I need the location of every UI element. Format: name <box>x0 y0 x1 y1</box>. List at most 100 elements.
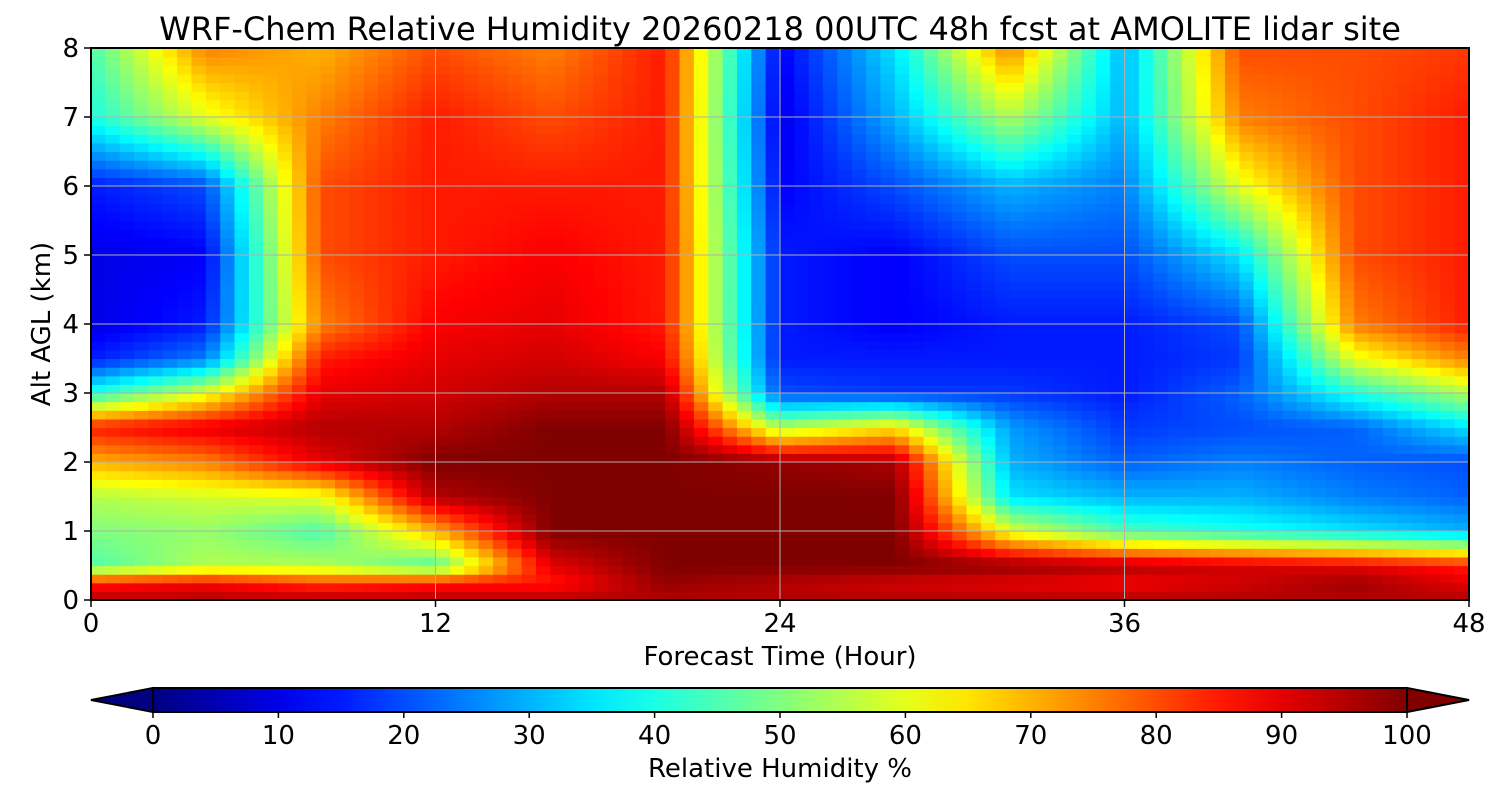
heatmap-cell <box>191 393 207 403</box>
heatmap-cell <box>378 462 394 472</box>
heatmap-cell <box>277 289 293 299</box>
heatmap-cell <box>119 582 135 592</box>
heatmap-cell <box>148 401 164 411</box>
heatmap-cell <box>665 462 681 472</box>
heatmap-cell <box>851 436 867 446</box>
heatmap-cell <box>736 186 752 196</box>
heatmap-cell <box>234 211 250 222</box>
heatmap-cell <box>923 177 939 187</box>
heatmap-cell <box>665 384 681 394</box>
heatmap-cell <box>507 539 523 549</box>
heatmap-cell <box>1425 280 1441 291</box>
heatmap-cell <box>708 289 724 299</box>
heatmap-cell <box>1024 237 1039 247</box>
heatmap-cell <box>134 280 150 291</box>
heatmap-cell <box>837 298 853 308</box>
heatmap-cell <box>105 470 121 480</box>
heatmap-cell <box>148 272 164 282</box>
heatmap-cell <box>148 565 164 575</box>
heatmap-cell <box>134 332 150 342</box>
heatmap-cell <box>650 401 666 411</box>
heatmap-cell <box>492 177 508 187</box>
heatmap-cell <box>507 168 523 178</box>
heatmap-cell <box>220 315 236 325</box>
heatmap-cell <box>1425 177 1441 187</box>
heatmap-cell <box>1124 505 1140 515</box>
heatmap-cell <box>105 160 121 170</box>
heatmap-cell <box>1296 358 1312 368</box>
heatmap-cell <box>1210 522 1226 532</box>
heatmap-cell <box>1153 229 1169 239</box>
heatmap-cell <box>650 220 666 230</box>
heatmap-cell <box>1440 255 1456 265</box>
heatmap-cell <box>105 410 121 420</box>
heatmap-cell <box>406 177 422 187</box>
heatmap-cell <box>751 220 767 230</box>
heatmap-cell <box>205 237 221 247</box>
heatmap-cell <box>1167 522 1183 532</box>
heatmap-cell <box>464 548 480 558</box>
heatmap-cell <box>91 289 106 299</box>
heatmap-cell <box>1110 177 1126 187</box>
heatmap-cell <box>564 487 580 498</box>
heatmap-cell <box>1038 453 1054 463</box>
heatmap-cell <box>636 211 652 222</box>
heatmap-cell <box>1210 496 1226 506</box>
heatmap-cell <box>1440 289 1456 299</box>
heatmap-cell <box>119 548 135 558</box>
heatmap-cell <box>1009 393 1025 403</box>
heatmap-cell <box>1081 306 1097 316</box>
heatmap-cell <box>923 168 939 178</box>
heatmap-cell <box>693 427 709 437</box>
heatmap-cell <box>866 358 882 368</box>
heatmap-cell <box>478 436 494 446</box>
heatmap-cell <box>162 298 178 308</box>
heatmap-cell <box>263 280 279 291</box>
heatmap-cell <box>622 246 638 256</box>
heatmap-cell <box>550 462 566 472</box>
heatmap-cell <box>1067 255 1083 265</box>
heatmap-cell <box>995 487 1011 498</box>
heatmap-cell <box>650 453 666 463</box>
heatmap-cell <box>909 160 925 170</box>
heatmap-cell <box>1425 358 1441 368</box>
heatmap-cell <box>1167 272 1183 282</box>
heatmap-cell <box>1339 272 1355 282</box>
heatmap-cell <box>722 160 738 170</box>
heatmap-cell <box>794 280 810 291</box>
heatmap-cell <box>248 168 264 178</box>
heatmap-cell <box>636 539 652 549</box>
heatmap-cell <box>1095 531 1111 541</box>
heatmap-cell <box>535 220 551 230</box>
heatmap-cell <box>392 393 408 403</box>
heatmap-cell <box>894 393 910 403</box>
heatmap-cell <box>679 427 695 437</box>
heatmap-cell <box>162 194 178 204</box>
heatmap-cell <box>234 272 250 282</box>
heatmap-cell <box>1425 384 1441 394</box>
heatmap-cell <box>449 496 465 506</box>
heatmap-cell <box>220 462 236 472</box>
heatmap-cell <box>492 255 508 265</box>
heatmap-cell <box>91 418 106 429</box>
heatmap-cell <box>1454 324 1469 334</box>
heatmap-cell <box>780 194 795 204</box>
heatmap-cell <box>1411 168 1427 178</box>
heatmap-cell <box>966 522 982 532</box>
heatmap-cell <box>1024 194 1039 204</box>
heatmap-cell <box>1253 505 1269 515</box>
heatmap-cell <box>1425 367 1441 377</box>
heatmap-cell <box>291 401 307 411</box>
heatmap-cell <box>349 237 365 247</box>
heatmap-cell <box>349 410 365 420</box>
heatmap-cell <box>579 349 594 360</box>
heatmap-cell <box>1081 418 1097 429</box>
heatmap-cell <box>277 418 293 429</box>
heatmap-cell <box>966 496 982 506</box>
heatmap-cell <box>507 160 523 170</box>
heatmap-cell <box>1110 556 1126 567</box>
heatmap-cell <box>478 427 494 437</box>
heatmap-cell <box>679 298 695 308</box>
heatmap-cell <box>966 375 982 385</box>
heatmap-cell <box>995 160 1011 170</box>
